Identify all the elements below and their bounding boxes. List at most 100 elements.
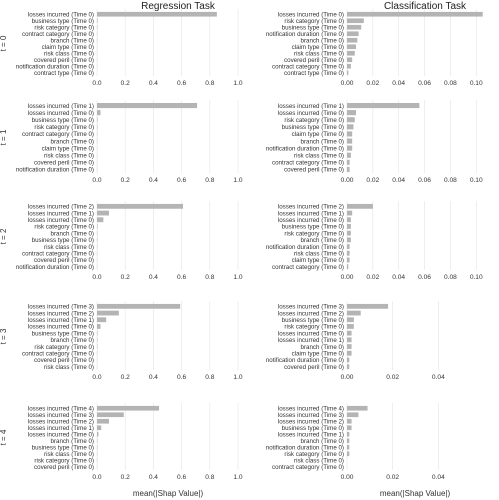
category-label: notification duration (Time 0) — [16, 167, 94, 174]
category-label: contract category (Time 0) — [22, 131, 94, 138]
category-label: losses incurred (Time 0) — [28, 431, 94, 438]
x-tick-label: 0.4 — [149, 274, 158, 281]
category-label: losses incurred (Time 2) — [278, 310, 344, 317]
x-tick-label: 0.0 — [92, 80, 101, 87]
bar — [97, 217, 104, 223]
category-label: covered peril (Time 0) — [34, 160, 94, 167]
x-tick-label: 0.8 — [205, 177, 214, 184]
category-label: losses incurred (Time 0) — [278, 217, 344, 224]
category-label: losses incurred (Time 1) — [278, 431, 344, 438]
category-label: losses incurred (Time 0) — [278, 330, 344, 337]
x-tick-label: 0.00 — [341, 474, 354, 481]
x-tick-label: 0.00 — [341, 374, 354, 381]
row-label: t = 0 — [0, 35, 8, 51]
category-label: contract category (Time 0) — [22, 250, 94, 257]
bar — [97, 418, 109, 424]
x-tick-label: 0.08 — [444, 274, 457, 281]
bar — [347, 431, 350, 437]
bar — [347, 310, 361, 316]
category-label: notification duration (Time 0) — [16, 63, 94, 70]
category-label: branch (Time 0) — [301, 438, 344, 445]
bar — [347, 344, 352, 349]
category-label: business type (Time 0) — [282, 24, 344, 31]
x-tick-label: 1.0 — [233, 80, 242, 87]
bar — [347, 63, 351, 69]
category-label: losses incurred (Time 1) — [278, 337, 344, 344]
x-tick-label: 0.00 — [341, 80, 354, 87]
category-label: claim type (Time 0) — [292, 257, 344, 264]
category-label: business type (Time 0) — [32, 330, 94, 337]
bar — [347, 159, 350, 165]
bar — [347, 237, 351, 243]
category-label: notification duration (Time 0) — [16, 264, 94, 271]
bar — [97, 405, 160, 411]
x-tick-label: 0.04 — [432, 474, 445, 481]
x-tick-label: 0.4 — [149, 177, 158, 184]
bar — [97, 210, 109, 216]
bar — [97, 412, 124, 418]
x-tick-label: 0.4 — [149, 474, 158, 481]
bar — [347, 131, 353, 137]
category-label: business type (Time 0) — [32, 444, 94, 451]
bar — [347, 412, 359, 418]
x-tick-label: 0.04 — [392, 177, 405, 184]
category-label: branch (Time 0) — [301, 344, 344, 351]
category-label: branch (Time 0) — [51, 37, 94, 44]
category-label: business type (Time 0) — [282, 124, 344, 131]
category-label: risk category (Time 0) — [34, 457, 94, 464]
category-label: losses incurred (Time 0) — [28, 11, 94, 18]
category-label: business type (Time 0) — [32, 18, 94, 25]
bar — [347, 330, 352, 336]
category-label: covered peril (Time 0) — [34, 57, 94, 64]
bar — [347, 425, 352, 431]
bar — [347, 31, 359, 37]
bar — [347, 303, 389, 309]
category-label: losses incurred (Time 2) — [278, 204, 344, 211]
x-tick-label: 0.04 — [392, 274, 405, 281]
panels-group: 0.0 0.2 0.4 0.6 0.8 1.0 losses incurred (Time … — [0, 9, 483, 481]
x-tick-label: 0.00 — [341, 177, 354, 184]
x-tick-label: 0.04 — [392, 80, 405, 87]
row-label: t = 4 — [0, 429, 8, 445]
category-label: losses incurred (Time 3) — [28, 304, 94, 311]
category-label: losses incurred (Time 0) — [278, 110, 344, 117]
category-label: losses incurred (Time 1) — [278, 210, 344, 217]
x-tick-label: 0.02 — [386, 474, 399, 481]
category-label: risk category (Time 0) — [34, 344, 94, 351]
category-label: losses incurred (Time 3) — [278, 304, 344, 311]
bar — [347, 44, 357, 50]
bar — [347, 405, 368, 411]
category-label: claim type (Time 0) — [292, 131, 344, 138]
category-label: losses incurred (Time 2) — [28, 418, 94, 425]
x-tick-label: 0.4 — [149, 80, 158, 87]
x-tick-label: 0.0 — [92, 474, 101, 481]
category-label: contract category (Time 0) — [272, 264, 344, 271]
bar — [97, 431, 99, 437]
bar — [97, 425, 102, 431]
category-label: covered peril (Time 0) — [34, 357, 94, 364]
bar — [97, 110, 101, 116]
bar — [97, 18, 98, 24]
panel-regression-t1: 0.0 0.2 0.4 0.6 0.8 1.0 losses incurred (Time … — [16, 100, 243, 184]
x-tick-label: 0.06 — [418, 177, 431, 184]
bar — [347, 210, 353, 216]
panel-regression-t3: 0.0 0.2 0.4 0.6 0.8 1.0 losses incurred (Time … — [22, 301, 243, 381]
category-label: notification duration (Time 0) — [266, 444, 344, 451]
category-label: branch (Time 0) — [51, 337, 94, 344]
bar — [97, 330, 98, 336]
x-tick-label: 0.6 — [177, 274, 186, 281]
category-label: risk category (Time 0) — [34, 224, 94, 231]
category-label: risk category (Time 0) — [284, 18, 344, 25]
x-tick-label: 0.6 — [177, 80, 186, 87]
category-label: losses incurred (Time 2) — [278, 418, 344, 425]
category-label: losses incurred (Time 0) — [28, 110, 94, 117]
x-tick-label: 0.2 — [121, 474, 130, 481]
category-label: covered peril (Time 0) — [284, 167, 344, 174]
category-label: risk class (Time 0) — [44, 244, 94, 251]
bar — [347, 230, 351, 236]
category-label: losses incurred (Time 3) — [278, 412, 344, 419]
bar — [347, 438, 350, 444]
x-tick-label: 1.0 — [233, 474, 242, 481]
bar — [347, 50, 355, 56]
panel-classification-t0: 0.00 0.02 0.04 0.06 0.08 0.10 losses incurred … — [266, 9, 483, 87]
